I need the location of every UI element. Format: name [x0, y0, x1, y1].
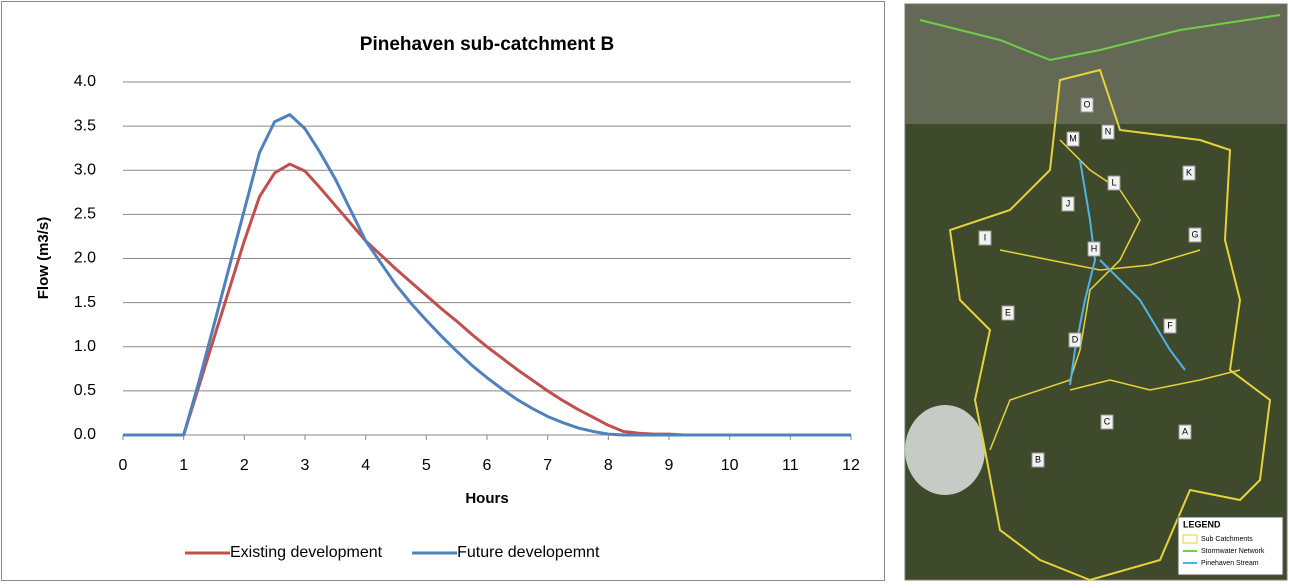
- map-label-box: [1087, 241, 1101, 257]
- y-tick-label: 1.5: [74, 294, 96, 311]
- legend-label: Existing development: [230, 544, 383, 561]
- y-tick-label: 0.0: [74, 426, 96, 443]
- x-tick-label: 8: [604, 457, 613, 474]
- stormwater-network: [919, 14, 1281, 62]
- y-axis-label: Flow (m3/s): [35, 217, 52, 300]
- y-tick-label: 3.5: [74, 117, 96, 134]
- map-label-box: [1001, 305, 1015, 321]
- map-label-box: [1031, 452, 1045, 468]
- map-label: D: [1072, 334, 1079, 344]
- cloud: [905, 405, 985, 495]
- x-tick-label: 10: [721, 457, 739, 474]
- chart-title: Pinehaven sub-catchment B: [360, 34, 614, 55]
- map-label: O: [1083, 99, 1090, 109]
- map-label: N: [1105, 126, 1112, 136]
- chart-frame: [1, 1, 885, 581]
- x-tick-label: 5: [422, 457, 431, 474]
- map-label: J: [1066, 198, 1071, 208]
- x-axis-label: Hours: [465, 490, 508, 507]
- catchment-boundary: [1069, 369, 1241, 391]
- map-label: H: [1091, 243, 1098, 253]
- x-tick-label: 7: [543, 457, 552, 474]
- y-tick-label: 3.0: [74, 161, 96, 178]
- map-label-box: [1163, 318, 1177, 334]
- map-label-box: [1080, 97, 1094, 113]
- x-tick-label: 6: [483, 457, 492, 474]
- map-legend-label: Sub Catchments: [1201, 536, 1253, 543]
- x-tick-label: 3: [301, 457, 310, 474]
- map-legend-title: LEGEND: [1183, 519, 1221, 529]
- map-legend-swatch: [1182, 534, 1198, 544]
- map-label-box: [978, 230, 992, 246]
- series-line: [123, 113, 851, 437]
- map-label-box: [1066, 131, 1080, 147]
- x-tick-label: 11: [782, 457, 799, 474]
- map-label: L: [1111, 177, 1116, 187]
- map-label-box: [1100, 414, 1114, 430]
- catchment-outline: [948, 68, 1272, 582]
- map-label-box: [1188, 227, 1202, 243]
- x-tick-label: 9: [665, 457, 674, 474]
- stream: [1099, 259, 1186, 371]
- map-label: E: [1005, 307, 1011, 317]
- map-legend-box: [1177, 516, 1284, 576]
- y-tick-label: 2.5: [74, 206, 96, 223]
- x-tick-label: 2: [240, 457, 249, 474]
- x-tick-label: 12: [842, 457, 860, 474]
- stream: [1069, 159, 1097, 386]
- x-tick-label: 1: [179, 457, 188, 474]
- map-label: F: [1167, 320, 1173, 330]
- catchment-boundary: [999, 249, 1201, 271]
- map-label: C: [1104, 416, 1111, 426]
- map-label-box: [1178, 424, 1192, 440]
- legend-label: Future developemnt: [457, 544, 600, 561]
- map-label-box: [1182, 165, 1196, 181]
- map-label: A: [1182, 426, 1188, 436]
- y-tick-label: 4.0: [74, 73, 96, 90]
- catchment-boundary: [989, 139, 1141, 451]
- map-label-box: [1061, 196, 1075, 212]
- map-label-box: [1068, 332, 1082, 348]
- map-legend-label: Pinehaven Stream: [1201, 560, 1259, 567]
- x-tick-label: 0: [119, 457, 128, 474]
- y-tick-label: 1.0: [74, 338, 96, 355]
- x-tick-label: 4: [361, 457, 370, 474]
- map-legend-label: Stormwater Network: [1201, 548, 1265, 555]
- map-label-box: [1107, 175, 1121, 191]
- map-label-box: [1101, 124, 1115, 140]
- map-label: G: [1191, 229, 1198, 239]
- map-label: M: [1069, 133, 1077, 143]
- map: O N M K L J I G H E F D C A B LEGEND Sub Catchments Storm…: [904, 3, 1288, 582]
- map-label: B: [1035, 454, 1041, 464]
- map-label: I: [984, 232, 987, 242]
- map-label: K: [1186, 167, 1192, 177]
- y-tick-label: 0.5: [74, 382, 96, 399]
- y-tick-label: 2.0: [74, 250, 96, 267]
